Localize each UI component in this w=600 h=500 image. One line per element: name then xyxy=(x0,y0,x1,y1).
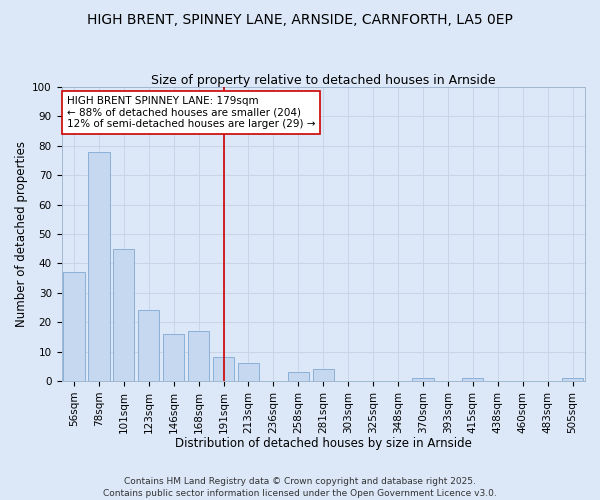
Title: Size of property relative to detached houses in Arnside: Size of property relative to detached ho… xyxy=(151,74,496,87)
Bar xyxy=(213,358,234,381)
Bar xyxy=(462,378,484,381)
Y-axis label: Number of detached properties: Number of detached properties xyxy=(15,141,28,327)
Bar xyxy=(412,378,434,381)
Bar xyxy=(562,378,583,381)
Bar xyxy=(113,248,134,381)
Bar xyxy=(238,364,259,381)
Text: HIGH BRENT, SPINNEY LANE, ARNSIDE, CARNFORTH, LA5 0EP: HIGH BRENT, SPINNEY LANE, ARNSIDE, CARNF… xyxy=(87,12,513,26)
X-axis label: Distribution of detached houses by size in Arnside: Distribution of detached houses by size … xyxy=(175,437,472,450)
Bar xyxy=(138,310,160,381)
Text: Contains HM Land Registry data © Crown copyright and database right 2025.
Contai: Contains HM Land Registry data © Crown c… xyxy=(103,476,497,498)
Bar xyxy=(313,369,334,381)
Bar xyxy=(288,372,309,381)
Text: HIGH BRENT SPINNEY LANE: 179sqm
← 88% of detached houses are smaller (204)
12% o: HIGH BRENT SPINNEY LANE: 179sqm ← 88% of… xyxy=(67,96,315,129)
Bar xyxy=(64,272,85,381)
Bar xyxy=(163,334,184,381)
Bar xyxy=(188,331,209,381)
Bar xyxy=(88,152,110,381)
